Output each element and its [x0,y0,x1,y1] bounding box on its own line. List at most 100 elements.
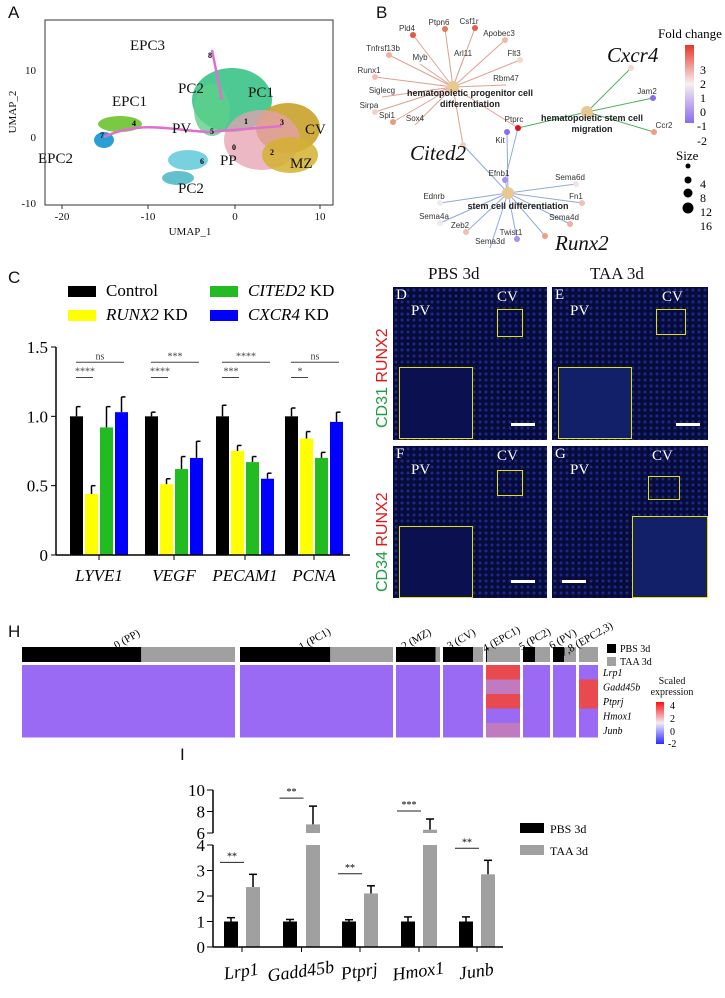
heatmap-cell [523,665,550,680]
sample-bar-taa [330,647,393,662]
micrograph-f: F PV CV [393,446,547,598]
gene-label: Arl11 [454,49,473,58]
heatmap-cell [579,723,598,738]
legend-swatch-taa [607,657,616,666]
label-epc2: EPC2 [38,151,73,167]
gene-node [504,129,510,135]
y-tick-label: 3 [197,862,206,881]
y-tick-label: 0.5 [27,477,48,496]
network-edge [388,54,454,88]
heatmap-cell [553,708,576,723]
sig-label: ** [287,787,297,798]
scale-tick: 0 [670,727,675,738]
gene-node [372,109,378,115]
heatmap-cell [553,679,576,694]
gene-node [567,221,573,227]
sample-bar-taa [487,647,520,662]
sig-label: *** [402,800,417,811]
gene-highlight-cited2: Cited2 [410,141,466,165]
bar-taa-3d [423,845,437,947]
network-edge [452,86,519,129]
label-epc3: EPC3 [130,38,165,54]
umap-xtick: 10 [315,211,327,223]
legend-label-taa: TAA 3d [620,657,652,668]
sig-label: **** [236,351,256,362]
network-edge [374,86,454,113]
y-tick-label: 4 [197,836,206,855]
cluster-number: 8 [208,51,212,60]
umap-xtick: 0 [232,211,238,223]
gene-label: Tnfrsf13b [366,44,400,53]
label-pc2: PC2 [178,81,204,97]
scale-colorbar [656,702,664,744]
gene-label: Ptpn6 [429,18,450,27]
size-tick: 4 [700,177,706,191]
fold-colorbar [685,45,694,123]
bar-pbs-3d [459,921,473,947]
gene-row-label: Lrp1 [602,668,622,679]
bar-control [285,416,298,555]
network-edge [414,86,454,126]
label-epc1: EPC1 [112,94,147,110]
legend-swatch [68,310,96,321]
bar-cited2-kd [246,462,259,555]
sample-bar-pbs [396,647,436,662]
gene-network: Pld4 Ptpn6 Csf1r Apobec3 Arl11 Flt3 Rbm47 Tnfrs… [357,17,722,255]
gene-node [472,25,478,31]
umap-plot: -20 -10 0 10 10 0 -10 UMAP_1 UMAP_2 EPC3… [7,19,334,238]
network-edge [586,67,632,113]
sample-bar-pbs [240,647,331,662]
gene-label: Ednrb [423,192,445,201]
network-edge [419,63,454,88]
sig-label: **** [150,367,170,378]
cluster-number: 3 [280,118,284,127]
heatmap-cell [22,694,235,709]
label-pp: PP [220,153,237,169]
gene-node [390,119,396,125]
size-legend-title: Size [676,148,699,163]
sig-label: ns [96,351,105,362]
gene-node [463,229,469,235]
cluster-number: 1 [244,117,248,126]
bar-cited2-kd [100,427,113,555]
gene-node [502,37,508,43]
umap-clusters [94,49,320,185]
cluster-number: 2 [270,148,274,157]
heatmap-cell [240,723,393,738]
network-edge [507,192,546,237]
gene-label: Jam2 [637,87,657,96]
gene-label: Efnb1 [489,169,510,178]
micrograph-e: E PV CV [552,287,708,440]
umap-ytick: 10 [25,65,37,77]
label-pv: PV [172,121,191,137]
panel-label-i: I [180,745,185,764]
umap-xtick: -20 [55,211,70,223]
network-edge [452,84,507,88]
heatmap-cell [396,694,440,709]
heatmap-cell [396,723,440,738]
sig-label: ** [462,837,472,848]
y-tick-label: 0 [197,938,206,957]
network-edge [507,192,571,225]
network-edge [489,192,509,249]
y-tick-label: 1.5 [27,338,48,357]
size-tick: 8 [700,191,706,205]
category-label: PECAM1 [211,566,277,585]
network-edge [586,111,655,133]
gene-label: Sema4d [549,213,579,222]
category-label: LYVE1 [74,566,123,585]
bar-runx2-kd [160,484,173,555]
scale-tick: -2 [668,739,676,750]
heatmap-cell [443,723,483,738]
heatmap-cell [486,694,520,709]
umap-xlabel: UMAP_1 [169,226,212,238]
bar-control [145,416,158,555]
term-node [502,187,514,199]
legend-swatch [520,845,544,855]
y-tick-label: 0 [40,546,49,565]
gene-node [650,95,656,101]
sig-label: * [298,367,303,378]
umap-frame [44,19,334,206]
term-node [581,106,593,118]
gene-label: Zeb2 [451,221,470,230]
